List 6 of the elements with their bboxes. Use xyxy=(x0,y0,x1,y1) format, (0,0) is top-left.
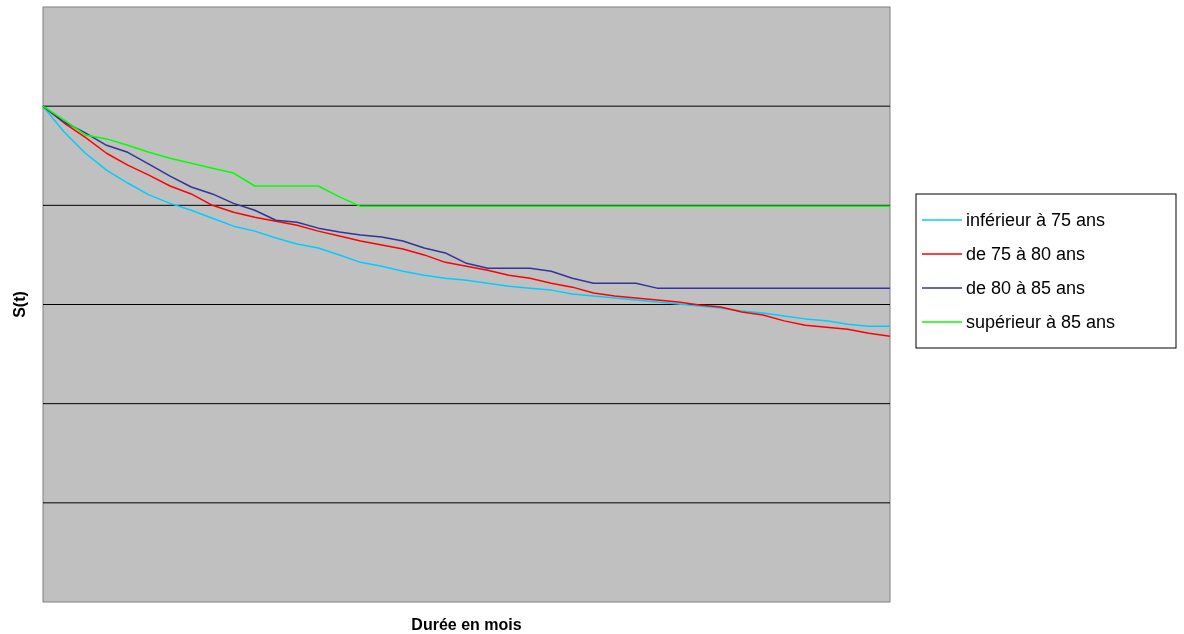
legend-label: de 80 à 85 ans xyxy=(966,278,1086,298)
y-axis-title: S(t) xyxy=(11,291,28,318)
legend-label: de 75 à 80 ans xyxy=(966,244,1086,264)
x-axis-title: Durée en mois xyxy=(411,616,522,633)
legend-label: supérieur à 85 ans xyxy=(966,312,1116,332)
legend-label: inférieur à 75 ans xyxy=(966,210,1106,230)
